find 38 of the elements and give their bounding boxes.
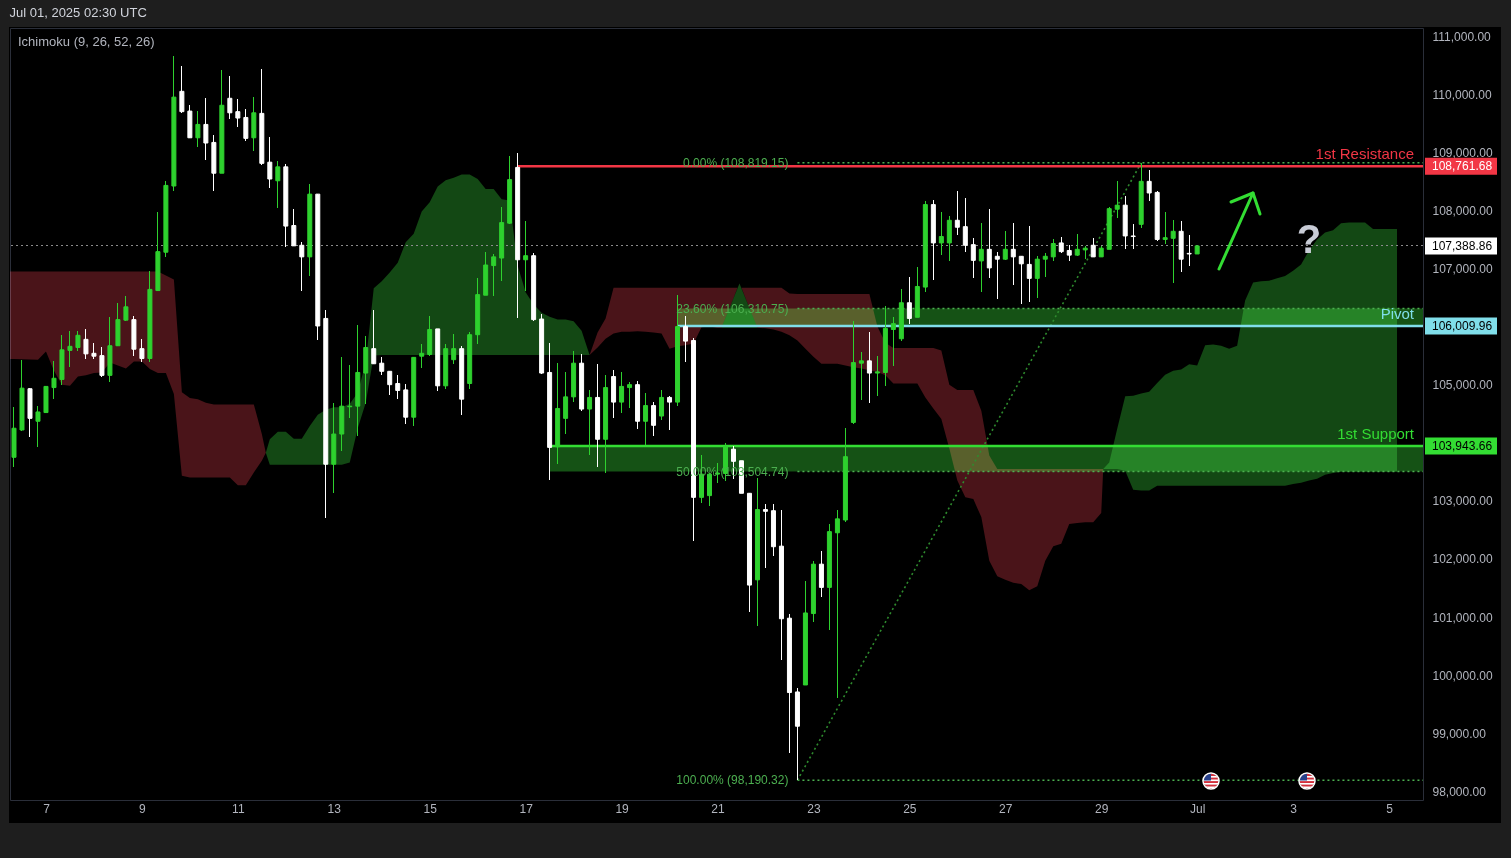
x-tick-label: 3	[1290, 801, 1298, 816]
x-tick-label: 27	[999, 801, 1013, 816]
chart-title: Jul 01, 2025 02:30 UTC	[9, 5, 147, 20]
x-tick-label: 23	[807, 801, 821, 816]
x-tick-label: 9	[139, 801, 147, 816]
series-label: 1st Support	[1337, 425, 1415, 443]
y-tick-label: 110,000.00	[1432, 87, 1492, 102]
x-tick-label: 15	[423, 801, 438, 816]
annotation: ?	[1296, 217, 1322, 261]
y-tick-label: 111,000.00	[1432, 29, 1492, 44]
x-tick-label: 11	[232, 801, 245, 816]
data-label: 103,943.66	[1432, 439, 1493, 454]
series-label: Pivot	[1380, 305, 1415, 322]
y-tick-label: 101,000.00	[1432, 610, 1493, 625]
x-tick-label: 21	[711, 801, 725, 816]
data-label: 106,009.96	[1432, 319, 1493, 333]
ref-line-label: 107,388.86	[1432, 238, 1493, 253]
x-tick-label: 17	[519, 801, 534, 816]
x-tick-label: 7	[43, 801, 51, 816]
x-tick-label: 5	[1386, 801, 1394, 816]
y-tick-label: 99,000.00	[1432, 726, 1487, 741]
y-tick-label: 103,000.00	[1432, 494, 1493, 509]
x-tick-label: 13	[327, 801, 342, 816]
x-tick-label: 25	[903, 801, 917, 816]
x-tick-label: Jul	[1189, 801, 1206, 816]
y-tick-label: 109,000.00	[1432, 145, 1493, 160]
x-tick-label: 19	[615, 801, 630, 816]
x-tick-label: 29	[1095, 801, 1109, 816]
y-tick-label: 108,000.00	[1432, 203, 1493, 218]
series-label: 1st Resistance	[1315, 145, 1414, 163]
data-label: 100.00% (98,190.32)	[676, 773, 789, 788]
y-tick-label: 100,000.00	[1432, 668, 1493, 683]
y-tick-label: 105,000.00	[1432, 378, 1493, 393]
y-tick-label: 107,000.00	[1432, 261, 1493, 276]
data-label: 108,761.68	[1432, 159, 1493, 174]
y-tick-label: 98,000.00	[1432, 784, 1487, 799]
y-tick-label: 102,000.00	[1432, 552, 1493, 567]
annotation: Ichimoku (9, 26, 52, 26)	[18, 34, 155, 49]
